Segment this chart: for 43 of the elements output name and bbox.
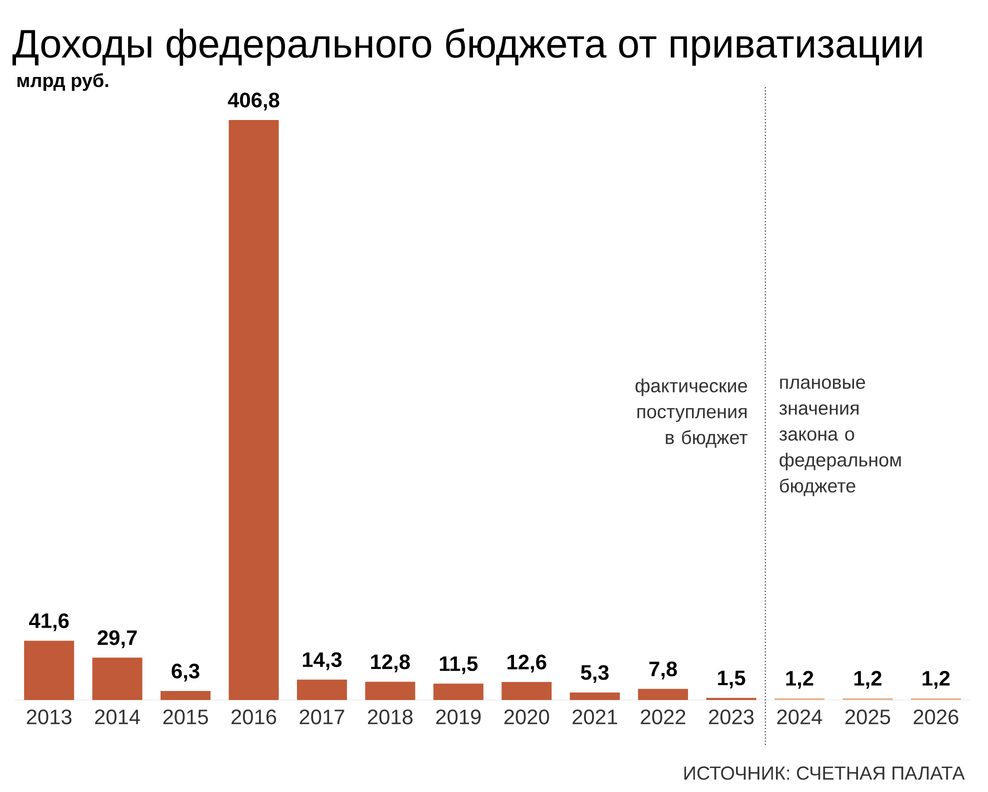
bar — [433, 684, 484, 700]
data-label: 6,3 — [172, 664, 200, 682]
data-label: 12,8 — [371, 654, 410, 672]
bar — [228, 120, 279, 700]
data-label: 1,2 — [854, 670, 882, 689]
x-tick-label: 2015 — [163, 710, 208, 724]
x-tick-label: 2017 — [300, 710, 344, 724]
annotation: фактические поступления в бюджет — [636, 378, 748, 448]
bar — [570, 692, 620, 700]
data-label: 41,6 — [29, 613, 69, 632]
bar — [638, 688, 688, 700]
bar — [502, 682, 552, 700]
x-tick-label: 2013 — [26, 710, 72, 724]
data-label: 14,3 — [302, 652, 342, 670]
annotation: плановые значения закона о федеральном бюджете — [779, 378, 901, 496]
x-tick-label: 2019 — [436, 710, 481, 724]
data-label: 7,8 — [649, 662, 677, 680]
bar — [160, 691, 211, 700]
x-tick-label: 2023 — [709, 710, 754, 724]
x-tick-label: 2018 — [368, 710, 413, 724]
x-tick-label: 2014 — [95, 710, 140, 724]
data-label: 5,3 — [580, 665, 609, 683]
x-tick-label: 2025 — [845, 710, 890, 724]
x-tick-label: 2021 — [572, 710, 618, 724]
data-label: 12,6 — [508, 654, 546, 673]
bar — [365, 682, 416, 700]
data-label: 29,7 — [98, 630, 137, 648]
x-tick-label: 2016 — [232, 710, 276, 724]
bar — [296, 680, 347, 700]
x-tick-label: 2022 — [640, 710, 686, 724]
bar — [24, 640, 74, 700]
data-label: 11,5 — [440, 656, 478, 674]
chart-title: Доходы федерального бюджета от приватизации — [12, 28, 922, 66]
data-label: 1,2 — [922, 670, 950, 689]
data-label: 1,5 — [718, 670, 746, 688]
text: ИСТОЧНИК: СЧЕТНАЯ ПАЛАТА — [684, 766, 965, 780]
chart-subtitle: млрд руб. — [18, 73, 108, 91]
data-label: 1,2 — [786, 670, 814, 689]
data-label: 406,8 — [228, 92, 280, 110]
bar — [92, 658, 142, 700]
x-tick-label: 2026 — [914, 710, 958, 724]
x-tick-label: 2024 — [777, 710, 822, 724]
x-tick-label: 2020 — [504, 710, 550, 724]
